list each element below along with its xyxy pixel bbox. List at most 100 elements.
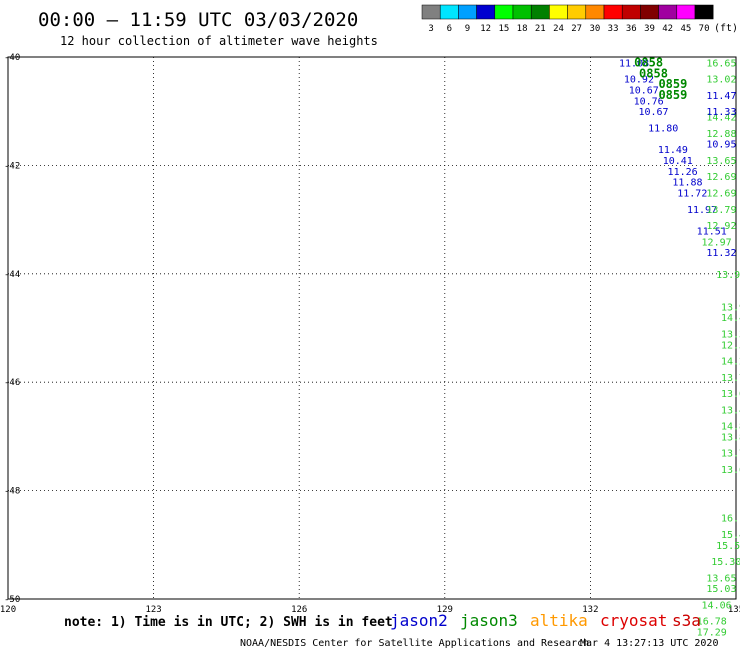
scale-tick-label: 24: [553, 24, 564, 34]
swh-value-label: 14.87: [721, 422, 740, 433]
footer-note: note: 1) Time is in UTC; 2) SWH is in fe…: [64, 615, 393, 630]
swh-value-label: 17.29: [697, 628, 727, 639]
swh-value-label: 11.32: [706, 248, 736, 259]
swh-value-label: 16.19: [721, 514, 740, 525]
swh-value-label: 11.88: [672, 178, 702, 189]
swh-value-label: 12.88: [706, 129, 736, 140]
swh-value-label: 14.29: [721, 357, 740, 368]
scale-tick-label: 33: [608, 24, 619, 34]
scale-swatch: [476, 4, 496, 20]
swh-value-label: 11.97: [687, 205, 717, 216]
scale-tick-label: 12: [480, 24, 491, 34]
footer-credit: NOAA/NESDIS Center for Satellite Applica…: [240, 638, 589, 649]
satellite-legend-label: s3a: [672, 611, 701, 630]
scale-swatch: [494, 4, 514, 20]
swh-value-label: 12.56: [721, 340, 740, 351]
swh-value-label: 13.79: [706, 205, 736, 216]
chart-subtitle: 12 hour collection of altimeter wave hei…: [60, 34, 378, 48]
swh-value-label: 15.47: [721, 530, 740, 541]
x-tick-labels: 120 123 126 129 132 135: [0, 605, 740, 615]
swh-value-label: 13.38: [721, 329, 740, 340]
y-tick-label: -40: [4, 53, 20, 63]
scale-tick-label: 27: [571, 24, 582, 34]
scale-unit-label: (ft): [714, 23, 738, 34]
swh-value-label: 15.54: [716, 541, 740, 552]
swh-value-label: 11.51: [697, 226, 727, 237]
scale-swatch: [458, 4, 477, 20]
swh-value-label: 13.95: [721, 302, 740, 313]
swh-value-label: 0858: [639, 66, 668, 80]
x-tick-label: 123: [145, 605, 161, 615]
swh-value-label: 12.69: [706, 172, 736, 183]
swh-value-label: 16.65: [706, 58, 736, 69]
swh-value-label: 13.02: [706, 75, 736, 86]
scale-swatch: [530, 4, 550, 20]
scale-swatch: [567, 4, 587, 20]
swh-value-label: 13.09: [721, 389, 740, 400]
scale-swatch: [658, 4, 678, 20]
swh-value-label: 16.78: [697, 617, 727, 628]
scale-swatch: [512, 4, 532, 20]
swh-value-label: 13.87: [721, 432, 740, 443]
swh-value-label: 15.03: [706, 584, 736, 595]
swh-value-label: 11.72: [677, 189, 707, 200]
scale-tick-label: 6: [447, 24, 452, 34]
scale-swatch: [640, 4, 659, 20]
scale-tick-label: 30: [589, 24, 600, 34]
swh-value-label: 13.79: [721, 449, 740, 460]
plot-area: 120 123 126 129 132 135 -40 -42 -44 -46 -48 -50 11…: [0, 53, 740, 639]
swh-value-label: 13.49: [721, 405, 740, 416]
scale-swatch: [439, 4, 459, 20]
swh-value-label: 10.76: [634, 96, 664, 107]
y-tick-label: -42: [4, 161, 20, 171]
y-tick-label: -48: [4, 487, 20, 497]
scale-tick-label: 45: [680, 24, 691, 34]
swh-value-label: 11.26: [668, 167, 698, 178]
chart-title: 00:00 – 11:59 UTC 03/03/2020: [38, 9, 358, 31]
scale-swatch: [676, 4, 696, 20]
swh-value-label: 14.42: [706, 113, 736, 124]
y-tick-label: -44: [4, 270, 20, 280]
y-tick-label: -50: [4, 595, 20, 605]
swh-value-label: 11.80: [648, 123, 678, 134]
scale-tick-label: 70: [699, 24, 710, 34]
swh-value-label: 10.92: [624, 75, 654, 86]
swh-value-label: 14.40: [721, 313, 740, 324]
swh-value-label: 10.67: [638, 107, 668, 118]
swh-value-label: 14.06: [702, 600, 732, 611]
data-marks: 11.0810.9210.6710.7610.6711.8011.4910.41…: [619, 55, 740, 638]
swh-value-label: 11.49: [658, 145, 688, 156]
x-tick-label: 129: [437, 605, 453, 615]
satellite-legend-label: altika: [530, 611, 588, 630]
swh-value-label: 13.73: [721, 373, 740, 384]
satellite-legend-label: jason2: [390, 611, 448, 630]
satellite-legend-label: jason3: [460, 611, 518, 630]
plot-grid: [8, 57, 736, 599]
y-tick-labels: -40 -42 -44 -46 -48 -50: [4, 53, 20, 605]
swh-value-label: 0858: [634, 55, 663, 69]
scale-swatch: [585, 4, 605, 20]
swh-color-scale: 3 6 9 12 15 18 21 24 27 30 33 36 39 42 45 70: [421, 4, 714, 34]
swh-value-label: 15.30: [711, 557, 740, 568]
x-tick-label: 135: [728, 605, 740, 615]
footer-timestamp: Mar 4 13:27:13 UTC 2020: [580, 638, 718, 649]
scale-tick-label: 36: [626, 24, 637, 34]
swh-value-label: 13.65: [721, 465, 740, 476]
swh-value-label: 10.41: [663, 156, 693, 167]
scale-swatch: [621, 4, 641, 20]
swh-value-label: 13.65: [706, 156, 736, 167]
x-tick-label: 126: [291, 605, 307, 615]
scale-tick-label: 18: [517, 24, 528, 34]
x-tick-label: 120: [0, 605, 16, 615]
scale-tick-label: 15: [498, 24, 509, 34]
swh-value-label: 0859: [658, 77, 687, 91]
satellite-legend-label: cryosat: [600, 611, 667, 630]
scale-tick-label: 9: [465, 24, 470, 34]
scale-swatch: [694, 4, 714, 20]
swh-value-label: 13.98: [716, 270, 740, 281]
swh-value-label: 12.97: [702, 237, 732, 248]
scale-tick-label: 21: [535, 24, 546, 34]
swh-value-label: 13.65: [706, 573, 736, 584]
swh-value-label: 12.69: [706, 189, 736, 200]
